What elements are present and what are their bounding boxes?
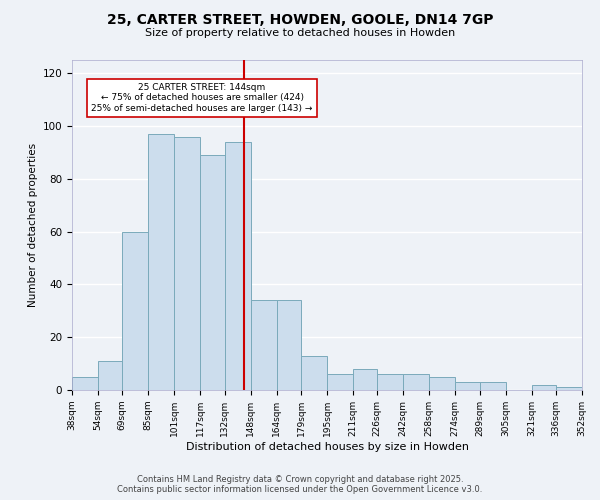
Y-axis label: Number of detached properties: Number of detached properties — [28, 143, 38, 307]
Bar — [327, 374, 353, 390]
Bar — [200, 155, 224, 390]
Bar — [377, 374, 403, 390]
Bar — [122, 232, 148, 390]
Bar — [224, 142, 251, 390]
Text: 25, CARTER STREET, HOWDEN, GOOLE, DN14 7GP: 25, CARTER STREET, HOWDEN, GOOLE, DN14 7… — [107, 12, 493, 26]
Bar — [403, 374, 430, 390]
Bar — [455, 382, 479, 390]
Bar — [556, 388, 582, 390]
Bar — [301, 356, 327, 390]
Text: 25 CARTER STREET: 144sqm
← 75% of detached houses are smaller (424)
25% of semi-: 25 CARTER STREET: 144sqm ← 75% of detach… — [91, 83, 313, 113]
Bar — [98, 361, 122, 390]
Bar — [353, 369, 377, 390]
Bar — [148, 134, 175, 390]
X-axis label: Distribution of detached houses by size in Howden: Distribution of detached houses by size … — [185, 442, 469, 452]
Text: Size of property relative to detached houses in Howden: Size of property relative to detached ho… — [145, 28, 455, 38]
Text: Contains HM Land Registry data © Crown copyright and database right 2025.
Contai: Contains HM Land Registry data © Crown c… — [118, 474, 482, 494]
Bar — [479, 382, 506, 390]
Bar — [277, 300, 301, 390]
Bar — [72, 377, 98, 390]
Bar — [251, 300, 277, 390]
Bar — [430, 377, 455, 390]
Bar — [532, 384, 556, 390]
Bar — [175, 136, 200, 390]
